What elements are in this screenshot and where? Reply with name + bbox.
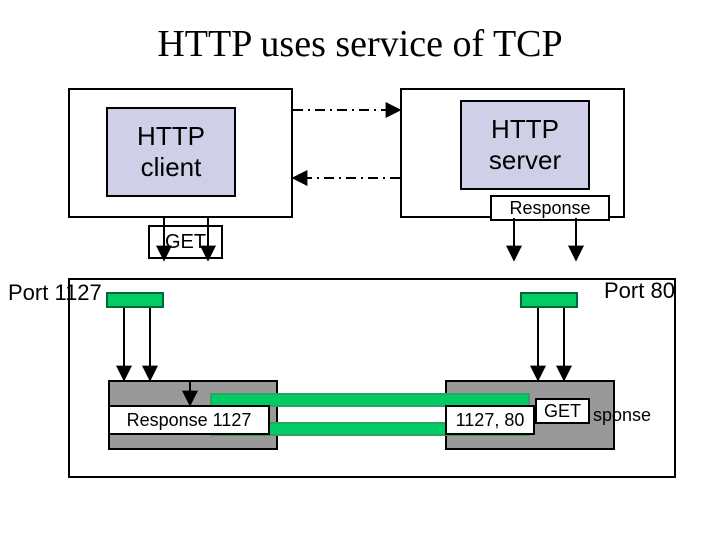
arrows-layer bbox=[0, 0, 720, 540]
